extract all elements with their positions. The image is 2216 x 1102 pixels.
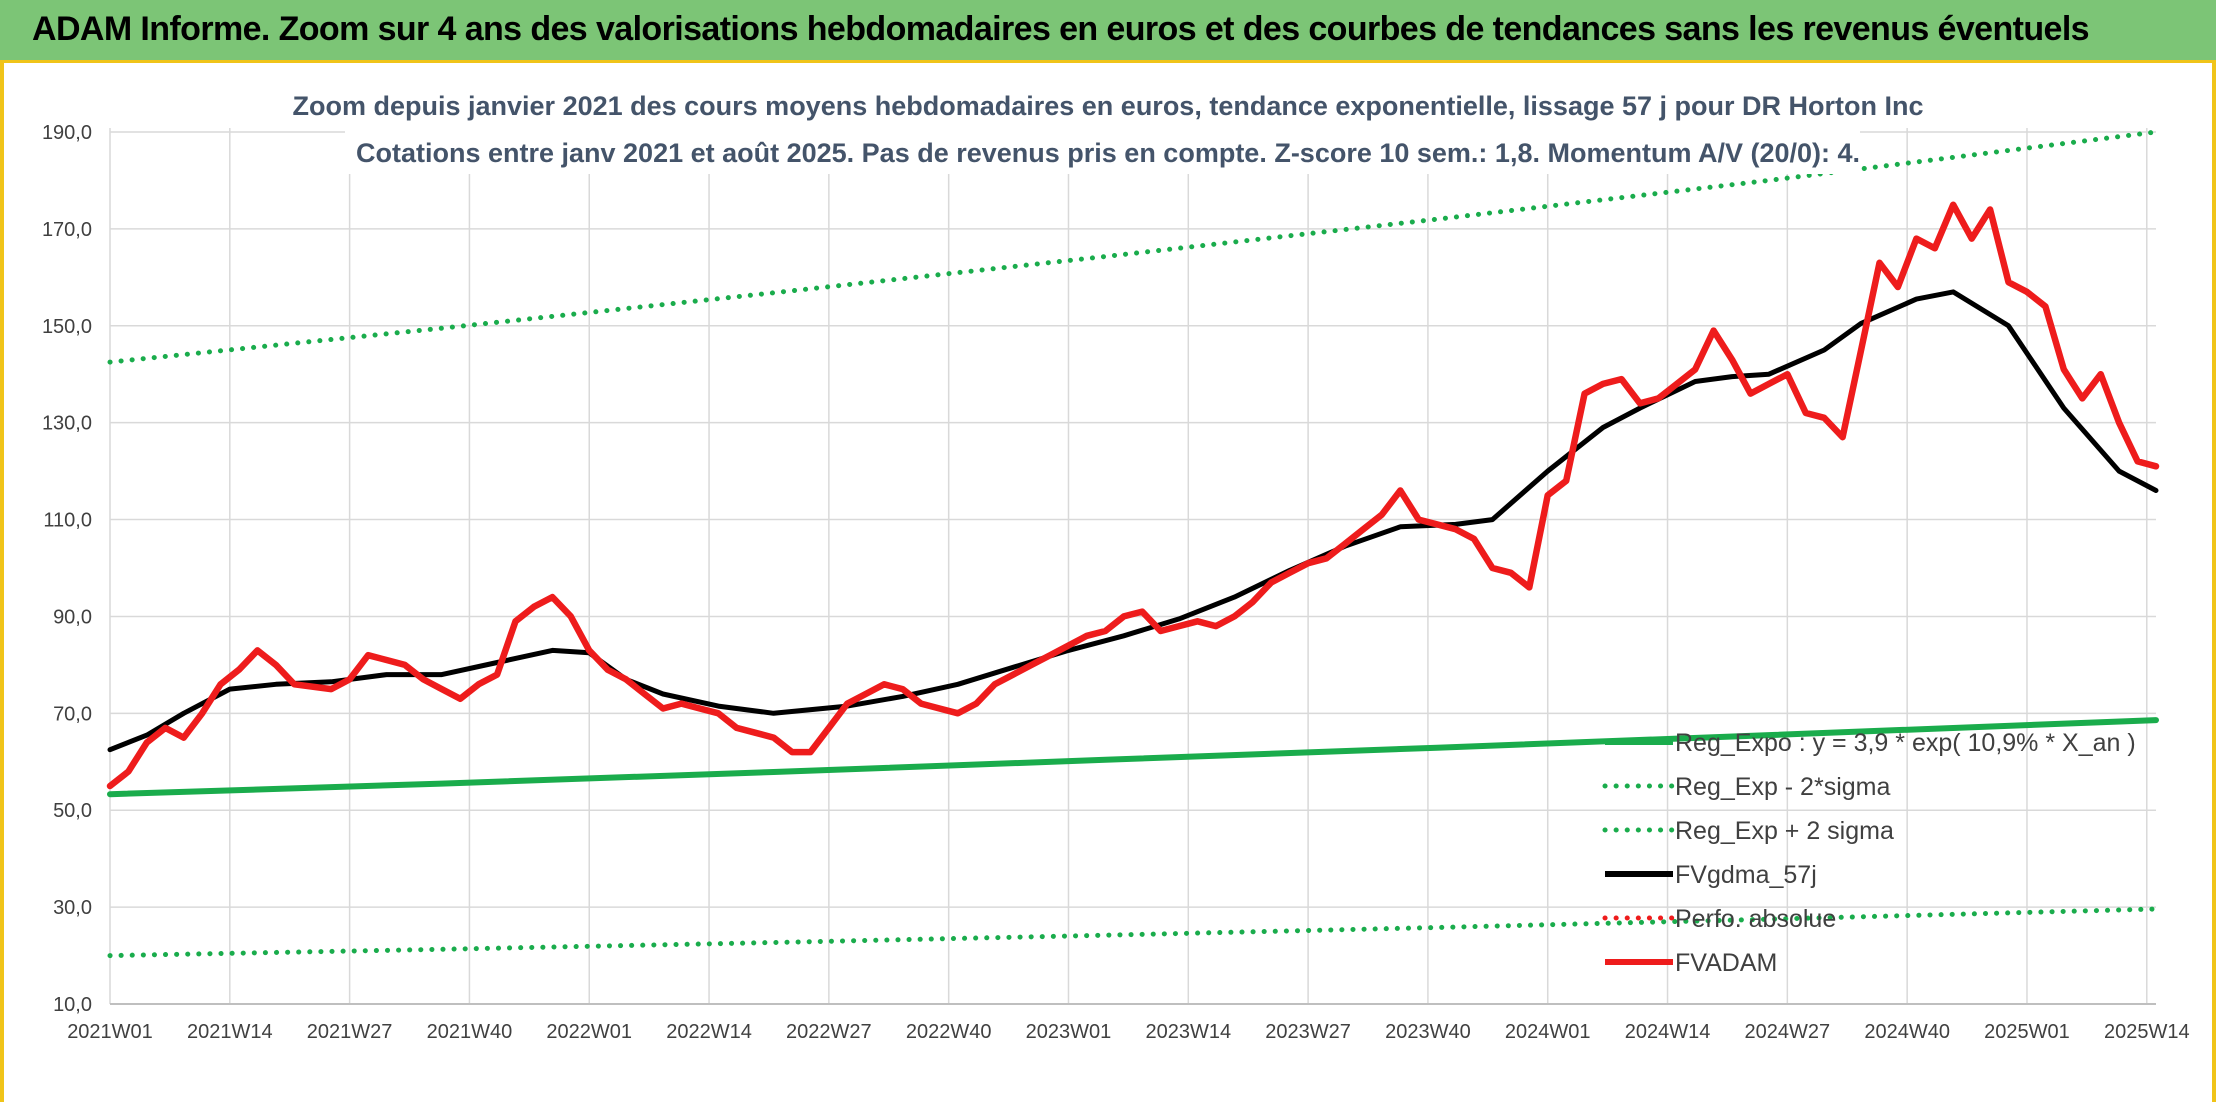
legend-label: Reg_Exp - 2*sigma [1675, 773, 1890, 801]
series-reg-plus-2sigma [107, 129, 2159, 365]
report-banner: ADAM Informe. Zoom sur 4 ans des valoris… [0, 0, 2216, 63]
y-tick-label: 90,0 [53, 606, 92, 628]
series-reg-expo [107, 717, 2159, 798]
x-tick-label: 2023W40 [1385, 1021, 1471, 1043]
y-tick-label: 30,0 [53, 897, 92, 919]
x-tick-label: 2021W01 [67, 1021, 153, 1043]
legend-item: Reg_Exp + 2 sigma [1602, 817, 1894, 845]
x-tick-label: 2024W14 [1625, 1021, 1711, 1043]
legend-label: FVADAM [1675, 949, 1777, 977]
legend-item: FVgdma_57j [1605, 861, 1817, 889]
chart-subtitle-line1: Zoom depuis janvier 2021 des cours moyen… [293, 91, 1924, 121]
legend-item: FVADAM [1605, 949, 1777, 977]
y-tick-label: 70,0 [53, 703, 92, 725]
x-tick-label: 2023W14 [1145, 1021, 1231, 1043]
x-tick-label: 2023W27 [1265, 1021, 1351, 1043]
legend-item: Reg_Expo : y = 3,9 * exp( 10,9% * X_an ) [1605, 729, 2136, 757]
series-fvadam [106, 201, 2160, 790]
y-tick-label: 150,0 [42, 316, 92, 338]
x-tick-label: 2022W01 [546, 1021, 632, 1043]
left-border [0, 63, 4, 1102]
x-tick-label: 2021W27 [307, 1021, 393, 1043]
x-tick-label: 2024W01 [1505, 1021, 1591, 1043]
x-tick-label: 2025W14 [2104, 1021, 2190, 1043]
chart-legend: Reg_Expo : y = 3,9 * exp( 10,9% * X_an )… [1602, 729, 2136, 977]
legend-label: Reg_Expo : y = 3,9 * exp( 10,9% * X_an ) [1675, 729, 2136, 757]
x-tick-label: 2024W27 [1745, 1021, 1831, 1043]
legend-item: Reg_Exp - 2*sigma [1602, 773, 1890, 801]
y-tick-label: 190,0 [42, 122, 92, 144]
chart-subtitle-line2: Cotations entre janv 2021 et août 2025. … [356, 138, 1860, 168]
legend-item: Perfo. absolue [1602, 905, 1836, 933]
x-axis: 2021W01 2021W14 2021W27 2021W40 2022W01 2022W… [67, 1003, 2190, 1043]
y-tick-label: 50,0 [53, 800, 92, 822]
y-tick-label: 10,0 [53, 994, 92, 1016]
y-tick-label: 130,0 [42, 413, 92, 435]
x-tick-label: 2024W40 [1864, 1021, 1950, 1043]
y-tick-label: 110,0 [43, 510, 92, 532]
series-layer [106, 129, 2160, 959]
y-tick-label: 170,0 [42, 219, 92, 241]
series-fvgdma-57j [107, 289, 2159, 753]
x-tick-label: 2021W14 [187, 1021, 273, 1043]
x-tick-label: 2022W27 [786, 1021, 872, 1043]
x-tick-label: 2023W01 [1026, 1021, 1112, 1043]
subtitle-background [345, 82, 1860, 174]
legend-label: Perfo. absolue [1675, 905, 1836, 933]
gridlines [109, 128, 2156, 1005]
y-axis: 10,0 30,0 50,0 70,0 90,0 110,0 130,0 150,0 170,0… [42, 122, 92, 1016]
legend-label: Reg_Exp + 2 sigma [1675, 817, 1894, 845]
report-title: ADAM Informe. Zoom sur 4 ans des valoris… [32, 10, 2090, 48]
legend-label: FVgdma_57j [1675, 861, 1817, 889]
x-tick-label: 2022W14 [666, 1021, 752, 1043]
x-tick-label: 2021W40 [427, 1021, 513, 1043]
series-reg-minus-2sigma [107, 906, 2159, 959]
x-tick-label: 2022W40 [906, 1021, 992, 1043]
right-border [2212, 63, 2216, 1102]
x-tick-label: 2025W01 [1984, 1021, 2070, 1043]
